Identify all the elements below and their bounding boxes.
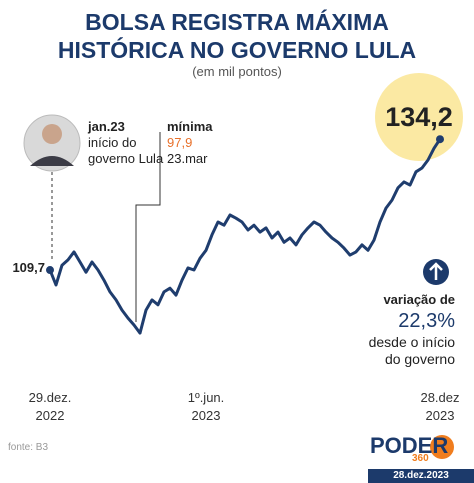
- title: BOLSA REGISTRA MÁXIMA HISTÓRICA NO GOVER…: [57, 9, 417, 63]
- subtitle: (em mil pontos): [192, 64, 282, 79]
- brand-number: 360: [412, 453, 429, 464]
- portrait-face: [42, 124, 62, 144]
- annotation: 23.mar: [167, 151, 208, 166]
- annotation: jan.23: [88, 119, 125, 134]
- brand: PODER: [370, 433, 449, 458]
- annotation: mínima: [167, 119, 213, 134]
- annotation: variação de: [383, 292, 455, 307]
- x-tick-label: 1º.jun. 2023: [187, 390, 225, 423]
- point: [46, 266, 54, 275]
- leader-line: [135, 132, 161, 322]
- annotation: 22,3%: [398, 310, 455, 332]
- date: 28.dez.2023: [393, 470, 449, 481]
- annotation: início do governo Lula: [88, 135, 164, 166]
- source: fonte: B3: [8, 442, 49, 453]
- up-arrow: [429, 262, 443, 280]
- point: [436, 135, 444, 144]
- x-tick-label: 29.dez. 2022: [28, 390, 72, 423]
- portrait-body: [30, 156, 74, 166]
- value-label: 134,2: [385, 102, 453, 132]
- line: [48, 138, 442, 335]
- annotation: desde o início do governo: [368, 334, 455, 367]
- date-bar: [368, 469, 474, 483]
- value-label: 109,7: [12, 260, 45, 276]
- x-tick-label: 28.dez 2023: [420, 390, 460, 423]
- value-label: 97,9: [167, 135, 193, 150]
- logo-circle: [430, 435, 454, 459]
